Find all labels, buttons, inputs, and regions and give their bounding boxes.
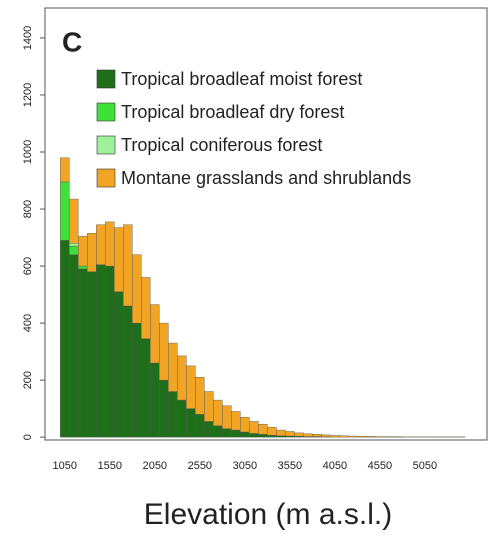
bar-segment: [204, 391, 214, 422]
bar-segment: [168, 342, 178, 392]
bar-segment: [87, 233, 97, 272]
bar-segment: [141, 277, 151, 339]
bar-segment: [258, 434, 268, 438]
x-tick-label: 4550: [368, 460, 392, 472]
bar-segment: [393, 436, 403, 438]
bar-segment: [357, 436, 367, 438]
bar-segment: [78, 235, 88, 267]
bar-segment: [249, 433, 259, 438]
bar-segment: [384, 436, 394, 438]
bar-segment: [132, 322, 142, 438]
legend-label: Tropical broadleaf dry forest: [121, 102, 344, 122]
bar-segment: [267, 434, 277, 438]
bar-segment: [222, 428, 232, 438]
legend-swatch: [96, 135, 116, 155]
bar-segment: [69, 245, 79, 255]
legend-swatch: [96, 69, 116, 89]
y-tick-label: 0: [22, 434, 34, 440]
bar-segment: [321, 434, 331, 438]
x-tick-label: 4050: [323, 460, 347, 472]
bar-segment: [276, 435, 286, 438]
bar-segment: [60, 157, 70, 183]
bar-segment: [258, 424, 268, 435]
bar-segment: [186, 408, 196, 438]
bar-segment: [105, 265, 115, 438]
bar-segment: [60, 240, 70, 438]
bar-segment: [195, 377, 205, 415]
x-tick-label: 2550: [188, 460, 212, 472]
bar-segment: [132, 254, 142, 324]
bar-segment: [213, 399, 223, 426]
x-tick-label: 1050: [53, 460, 77, 472]
chart-title: C: [62, 26, 82, 57]
y-tick-label: 600: [22, 257, 34, 275]
legend-swatch: [96, 102, 116, 122]
bar-segment: [195, 414, 205, 438]
bar-segment: [177, 355, 187, 401]
bar-segment: [339, 435, 349, 438]
bar-segment: [96, 264, 106, 438]
bar-segment: [285, 431, 295, 437]
bar-segment: [204, 421, 214, 438]
bar-segment: [141, 338, 151, 438]
bar-segment: [303, 433, 313, 437]
bar-segment: [159, 322, 169, 381]
bar-segment: [231, 411, 241, 431]
bar-segment: [168, 391, 178, 438]
bar-segment: [231, 429, 241, 438]
bar-segment: [60, 181, 70, 241]
y-tick-label: 1400: [22, 26, 34, 50]
y-tick-label: 400: [22, 314, 34, 332]
bar-segment: [78, 268, 88, 438]
bar-segment: [312, 434, 322, 437]
bar-segment: [276, 429, 286, 436]
y-tick-label: 200: [22, 371, 34, 389]
bar-segment: [96, 224, 106, 265]
y-tick-label: 800: [22, 200, 34, 218]
x-tick-label: 1550: [98, 460, 122, 472]
bar-segment: [69, 198, 79, 244]
bar-segment: [177, 399, 187, 438]
plot-frame: [44, 7, 488, 441]
bar-segment: [123, 305, 133, 438]
bar-segment: [114, 291, 124, 438]
bar-segment: [69, 243, 79, 247]
bar-segment: [249, 421, 259, 434]
x-tick-label: 3550: [278, 460, 302, 472]
bar-segment: [159, 379, 169, 438]
x-tick-label: 3050: [233, 460, 257, 472]
bar-segment: [186, 365, 196, 409]
bar-segment: [78, 265, 88, 270]
bar-segment: [150, 304, 160, 364]
bar-segment: [375, 436, 385, 438]
bar-segment: [366, 436, 376, 438]
x-tick-label: 2050: [143, 460, 167, 472]
legend-swatch: [96, 168, 116, 188]
x-axis-label: Elevation (m a.s.l.): [144, 498, 392, 531]
bar-segment: [213, 425, 223, 438]
bar-segment: [348, 435, 358, 438]
legend-label: Tropical coniferous forest: [121, 135, 322, 155]
bar-segment: [222, 405, 232, 429]
bar-segment: [330, 435, 340, 438]
bar-segment: [123, 224, 133, 307]
bar-segment: [69, 254, 79, 438]
x-tick-label: 5050: [413, 460, 437, 472]
bar-segment: [87, 271, 97, 438]
bar-segment: [267, 426, 277, 436]
bar-segment: [294, 432, 304, 437]
legend-label: Montane grasslands and shrublands: [121, 168, 411, 188]
bar-segment: [105, 221, 115, 267]
bar-segment: [240, 431, 250, 438]
legend-label: Tropical broadleaf moist forest: [121, 69, 362, 89]
y-tick-label: 1000: [22, 140, 34, 164]
bar-segment: [150, 362, 160, 438]
y-tick-label: 1200: [22, 83, 34, 107]
bar-segment: [114, 227, 124, 292]
bar-segment: [240, 416, 250, 433]
